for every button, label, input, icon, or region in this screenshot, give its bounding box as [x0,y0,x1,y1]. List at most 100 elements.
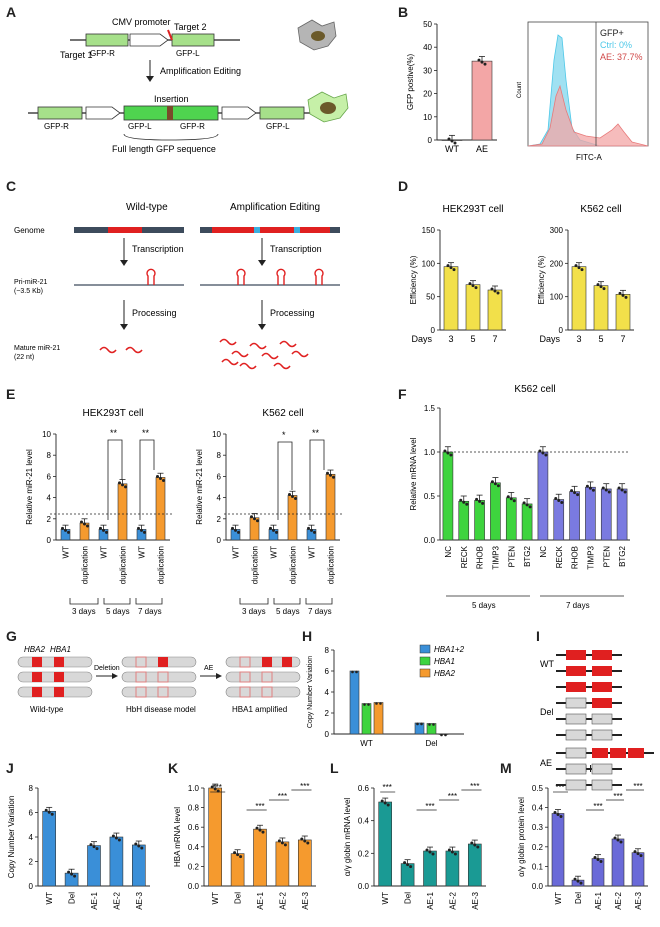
y-tick-label: 0.3 [532,823,544,832]
data-point [355,670,358,674]
x-tick-label: TIMP3 [586,545,595,569]
data-point [493,289,497,293]
legend-swatch [419,668,431,678]
y-tick-label: 0 [217,536,222,545]
ae-histogram [527,84,649,147]
f-7days: 7 days [566,601,590,610]
data-point [261,830,265,834]
y-tick-label: 0 [325,730,330,739]
c-genome: Genome [14,226,45,235]
x-tick-label: AE-1 [426,891,435,909]
x-tick-label: AE-2 [112,891,121,909]
chart-title: K562 cell [514,384,555,395]
data-point [140,528,143,532]
data-point [306,841,310,845]
y-axis-label: Copy Number Variation [307,656,314,728]
data-point [559,814,563,818]
i-ae: AE [540,758,552,768]
y-tick-label: 300 [550,226,564,235]
data-point [525,503,529,507]
data-point [496,291,500,295]
y-tick-label: 8 [29,784,34,793]
x-axis-label: Days [539,334,560,344]
x-tick-label: 7 [492,334,497,344]
data-point [67,530,70,534]
data-point [403,861,407,865]
data-point [506,495,510,499]
data-point [449,266,453,270]
y-axis-label: Relative miR-21 level [25,449,34,525]
e-k562-5days: 5 days [276,607,300,616]
data-point [162,478,165,482]
data-point [596,283,600,287]
y-tick-label: 150 [422,226,436,235]
c-mirna-ae [219,338,309,370]
data-point [64,528,67,532]
x-tick-label: RECK [460,545,469,568]
full-length-label: Full length GFP sequence [112,144,216,154]
bar [349,670,360,735]
y-tick-label: 2 [47,515,52,524]
data-point [140,846,144,850]
panel-label-m: M [500,760,512,776]
c-ae-title: Amplification Editing [230,202,320,213]
y-axis-label: Relative mRNA level [409,437,418,510]
data-point [89,843,93,847]
panel-label-a: A [6,4,17,20]
data-point [363,703,366,706]
data-point [283,843,287,847]
significance-label: *** [470,782,479,791]
data-point [453,141,457,145]
y-tick-label: 10 [423,113,432,122]
c-pri: Pri-miR-21 [14,279,48,286]
y-tick-label: 1.0 [424,448,436,457]
data-point [111,834,115,838]
i-wt-alleles [556,650,622,692]
data-point [234,528,237,532]
data-point [326,471,329,475]
x-tick-label: AE-3 [301,891,310,909]
data-point [425,848,429,852]
x-tick-label: AE-3 [634,891,643,909]
x-tick-label: WT [62,546,71,559]
panel-label-d: D [398,178,409,194]
y-axis-label: α/γ globin protein level [517,797,526,877]
data-point [272,528,275,532]
data-point [556,812,560,816]
y-tick-label: 0.4 [188,843,200,852]
data-point [636,852,640,856]
y-axis-label: Efficiency (%) [537,255,546,304]
data-point [409,865,413,869]
panel-label-g: G [6,628,17,644]
x-tick-label: WT [100,546,109,559]
data-point [137,526,140,530]
data-point [313,530,316,534]
data-point [447,137,451,141]
data-point [620,488,624,492]
x-tick-label: 5 [470,334,475,344]
x-tick-label: duplication [327,546,336,584]
data-point [420,722,423,726]
y-tick-label: 4 [29,833,34,842]
data-point [574,264,578,268]
i-del: Del [540,707,554,717]
y-tick-label: 0.4 [532,804,544,813]
data-point [639,854,643,858]
c-mature: Mature miR-21 [14,345,60,352]
x-tick-label: TIMP3 [491,545,500,569]
x-tick-label: WT [554,892,563,905]
x-tick-label: AE-1 [256,891,265,909]
data-point [616,838,620,842]
x-axis-label: Days [411,334,432,344]
y-tick-label: 0.8 [188,804,200,813]
x-tick-label: 7 [620,334,625,344]
i-ae-alleles [556,747,654,791]
data-point [280,841,284,845]
y-tick-label: 0.6 [188,823,200,832]
data-point [307,526,310,530]
ctrl-percent: Ctrl: 0% [600,40,632,50]
cmv-arrow [129,33,169,47]
